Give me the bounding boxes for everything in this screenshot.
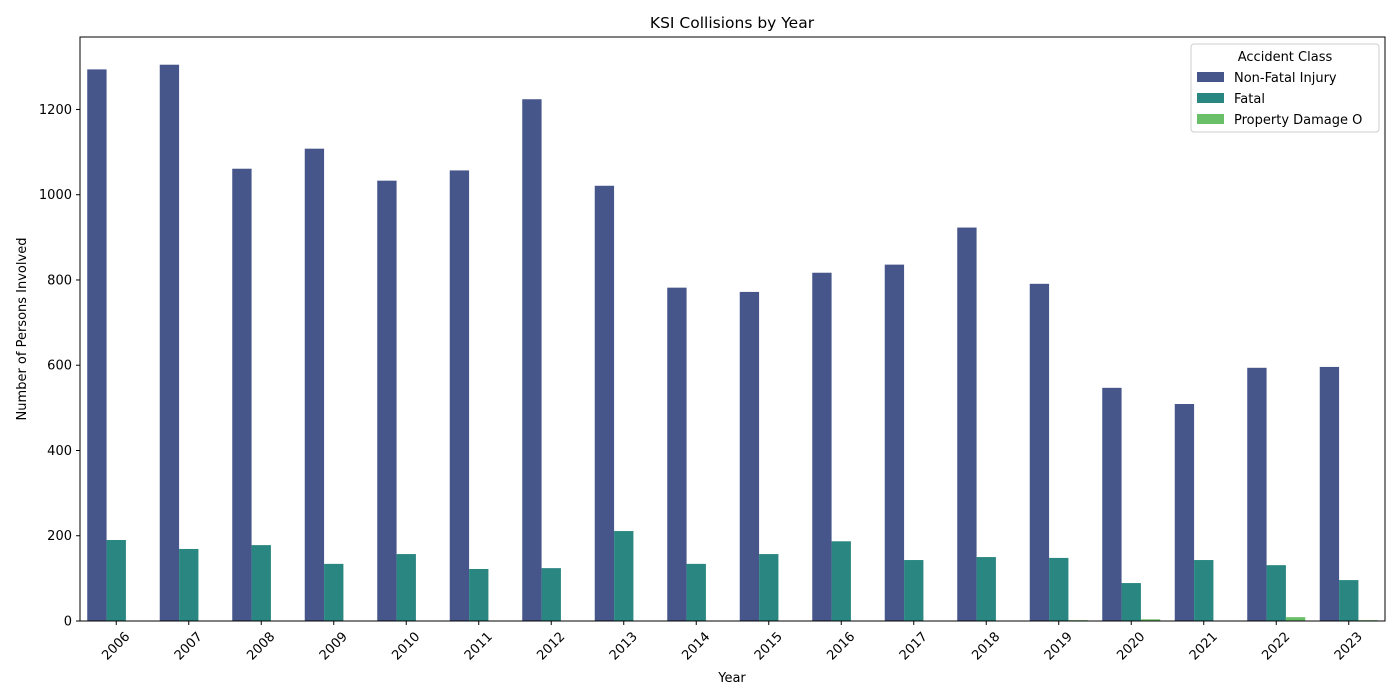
legend-swatch [1197, 114, 1224, 124]
y-tick-label: 200 [47, 529, 72, 544]
bar-property-damage-o-2020 [1140, 619, 1161, 621]
y-tick-label: 0 [64, 615, 72, 630]
x-tick-label: 2019 [1042, 629, 1076, 663]
y-tick-label: 1200 [39, 103, 72, 118]
chart-title: KSI Collisions by Year [650, 14, 815, 32]
x-tick-label: 2013 [607, 629, 641, 663]
x-tick-label: 2012 [534, 629, 568, 663]
x-tick-label: 2018 [969, 629, 1003, 663]
x-axis-label: Year [717, 671, 746, 686]
bar-fatal-2015 [759, 554, 779, 621]
bar-non-fatal-injury-2006 [87, 69, 107, 621]
y-tick-label: 600 [47, 359, 72, 374]
legend-title: Accident Class [1238, 50, 1333, 65]
bar-non-fatal-injury-2019 [1029, 283, 1050, 621]
x-tick-label: 2022 [1259, 629, 1293, 663]
bar-non-fatal-injury-2013 [594, 185, 615, 621]
bar-fatal-2022 [1266, 565, 1286, 621]
x-tick-label: 2010 [389, 629, 423, 663]
x-tick-label: 2015 [752, 629, 786, 663]
y-axis-label: Number of Persons Involved [15, 238, 30, 421]
bar-non-fatal-injury-2014 [667, 287, 687, 621]
bar-fatal-2009 [324, 563, 344, 621]
bar-non-fatal-injury-2022 [1247, 367, 1267, 621]
legend-entry: Property Damage O [1234, 113, 1362, 128]
bar-non-fatal-injury-2015 [739, 291, 760, 621]
x-tick-label: 2011 [462, 629, 496, 663]
legend-swatch [1197, 72, 1224, 82]
x-tick-label: 2016 [824, 629, 858, 663]
x-tick-label: 2017 [897, 629, 931, 663]
y-tick-label: 400 [47, 444, 72, 459]
x-tick-label: 2007 [172, 629, 206, 663]
bar-fatal-2021 [1194, 560, 1214, 621]
bar-fatal-2023 [1339, 580, 1359, 621]
x-tick-label: 2006 [99, 629, 133, 663]
x-axis: 2006 2007 2008 2009 2010 2011 2012 2013 2014 2015… [99, 621, 1366, 663]
bar-non-fatal-injury-2017 [884, 264, 905, 621]
bar-fatal-2008 [251, 545, 271, 621]
bar-fatal-2018 [976, 557, 996, 621]
legend-swatch [1197, 93, 1224, 103]
legend-entry: Non-Fatal Injury [1234, 71, 1337, 86]
bar-fatal-2006 [106, 540, 126, 621]
x-tick-label: 2023 [1332, 629, 1366, 663]
legend-entry: Fatal [1234, 92, 1265, 107]
bar-fatal-2010 [396, 554, 416, 621]
plot-area [79, 36, 1386, 622]
x-tick-label: 2009 [317, 629, 351, 663]
bar-fatal-2014 [686, 563, 706, 621]
bar-fatal-2019 [1049, 557, 1069, 621]
bar-non-fatal-injury-2018 [957, 227, 977, 622]
legend: Accident Class Non-Fatal Injury Fatal Prope… [1190, 43, 1380, 133]
bar-non-fatal-injury-2021 [1174, 404, 1195, 621]
y-axis: 0 200 400 600 800 1000 1200 [39, 103, 80, 630]
bar-fatal-2020 [1121, 583, 1141, 621]
bar-non-fatal-injury-2011 [449, 170, 470, 622]
x-tick-label: 2021 [1187, 629, 1221, 663]
plot-frame [79, 36, 1386, 622]
bar-non-fatal-injury-2012 [522, 99, 542, 622]
bar-non-fatal-injury-2010 [377, 180, 397, 621]
x-tick-label: 2014 [679, 629, 713, 663]
x-tick-label: 2020 [1114, 629, 1148, 663]
bar-non-fatal-injury-2008 [232, 168, 252, 621]
bar-non-fatal-injury-2016 [812, 272, 832, 621]
bar-fatal-2007 [179, 548, 199, 621]
y-tick-label: 800 [47, 273, 72, 288]
bar-non-fatal-injury-2009 [304, 148, 325, 621]
bar-fatal-2017 [904, 560, 924, 621]
bar-non-fatal-injury-2023 [1319, 366, 1340, 621]
bar-non-fatal-injury-2007 [159, 64, 180, 621]
bar-fatal-2016 [831, 541, 851, 621]
bar-non-fatal-injury-2020 [1102, 387, 1122, 621]
bar-property-damage-o-2022 [1285, 617, 1306, 621]
y-tick-label: 1000 [39, 188, 72, 203]
bar-fatal-2013 [614, 531, 634, 621]
x-tick-label: 2008 [244, 629, 278, 663]
bar-fatal-2012 [541, 568, 561, 621]
bar-fatal-2011 [469, 568, 489, 621]
legend-box [1190, 43, 1380, 133]
